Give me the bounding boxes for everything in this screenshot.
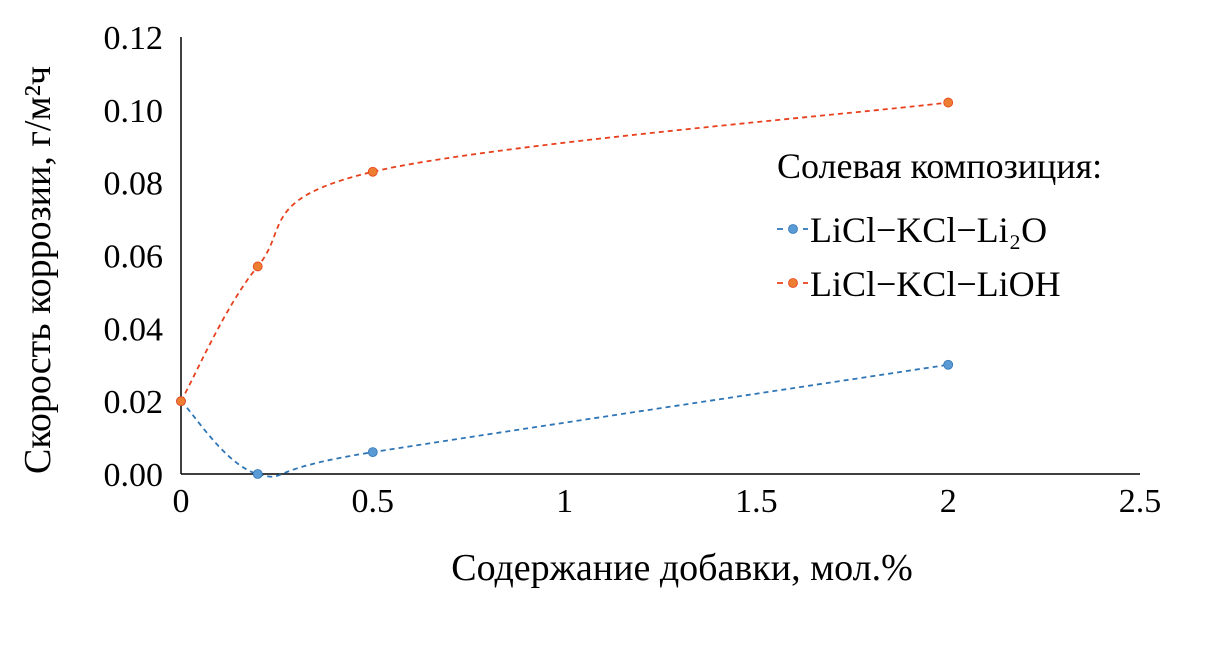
x-tick-label: 0.5 [352, 483, 395, 520]
x-tick-labels: 0 0.5 1 1.5 2 2.5 [173, 483, 1162, 520]
y-tick-label: 0.10 [104, 93, 164, 130]
legend-label: LiCl−KCl−LiOH [810, 264, 1061, 304]
series-group [176, 97, 954, 479]
x-axis-label: Содержание добавки, мол.% [451, 547, 913, 589]
y-tick-label: 0.00 [104, 457, 164, 494]
legend-label: LiCl−KCl−Li₂O [810, 210, 1047, 250]
x-tick-label: 1.5 [735, 483, 778, 520]
legend-title: Солевая композиция: [777, 146, 1102, 186]
legend-marker [788, 224, 798, 234]
data-point [943, 97, 954, 108]
y-tick-label: 0.02 [104, 384, 164, 421]
y-tick-label: 0.04 [104, 311, 164, 348]
legend-marker [788, 278, 798, 288]
data-point [367, 447, 378, 458]
x-tick-label: 2.5 [1119, 483, 1162, 520]
y-tick-label: 0.06 [104, 239, 164, 276]
data-point [176, 396, 186, 407]
series-1 [176, 97, 954, 407]
legend-entry: LiCl−KCl−Li₂O [777, 210, 1047, 250]
data-point [252, 261, 263, 272]
x-tick-label: 2 [940, 483, 957, 520]
data-point [367, 166, 378, 177]
data-point [943, 359, 954, 370]
x-tick-label: 0 [173, 483, 190, 520]
y-tick-labels: 0.00 0.02 0.04 0.06 0.08 0.10 0.12 [104, 20, 164, 494]
x-tick-label: 1 [556, 483, 573, 520]
series-line [180, 101, 949, 402]
legend-entry: LiCl−KCl−LiOH [777, 264, 1061, 304]
y-tick-label: 0.12 [104, 20, 164, 57]
legend: Солевая композиция: LiCl−KCl−Li₂O LiCl−KC… [777, 146, 1102, 304]
series-line [180, 363, 949, 478]
data-point [252, 469, 263, 479]
series-0 [176, 359, 954, 479]
y-axis-label: Скорость коррозии, г/м²ч [17, 66, 59, 474]
y-tick-label: 0.08 [104, 166, 164, 203]
